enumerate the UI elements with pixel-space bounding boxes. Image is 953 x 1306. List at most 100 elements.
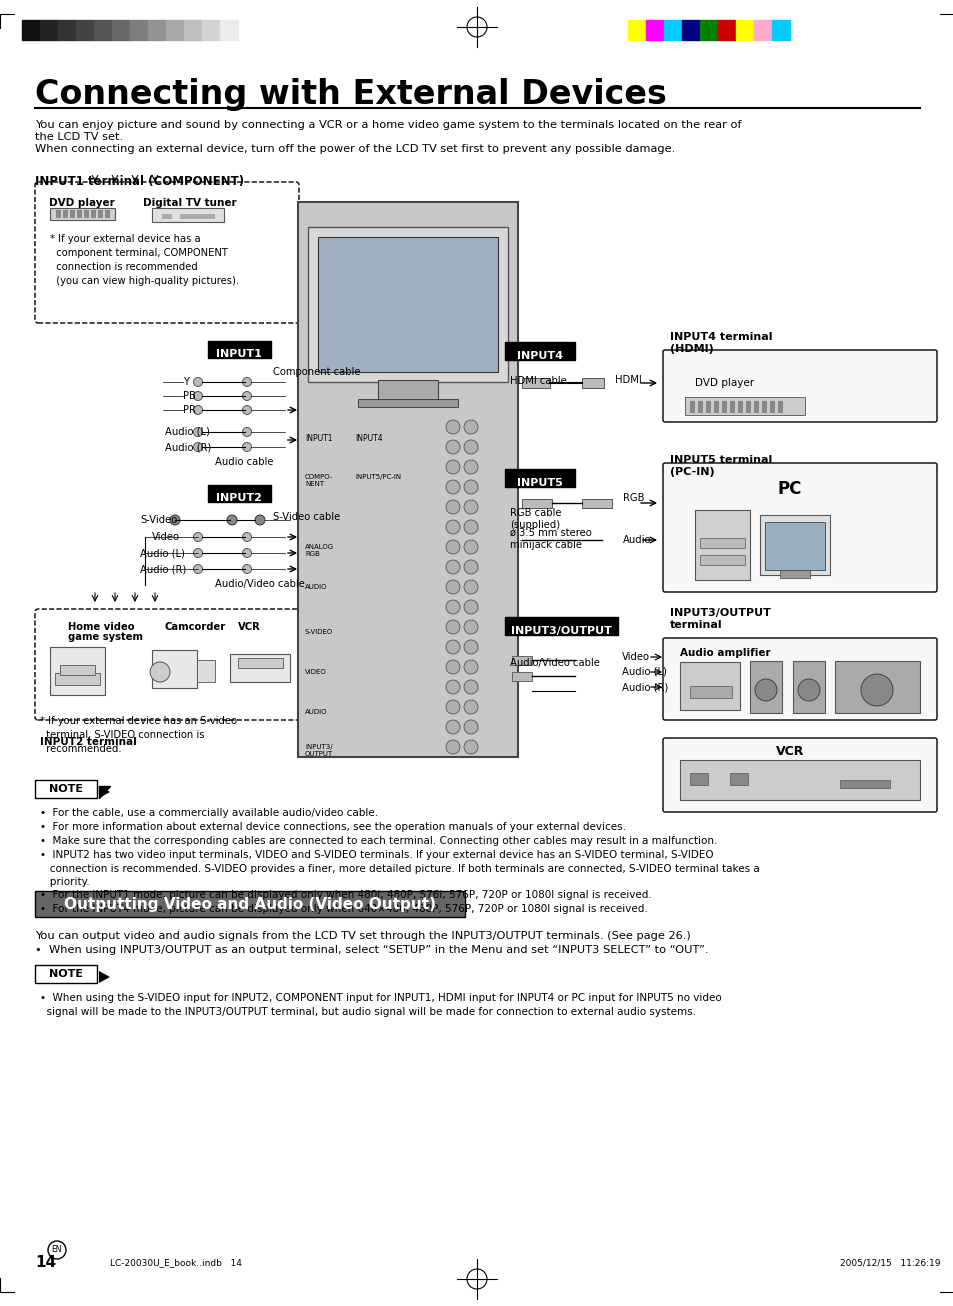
Circle shape	[754, 679, 776, 701]
Bar	[581, 499, 612, 508]
Bar	[749, 661, 781, 713]
Circle shape	[193, 392, 202, 401]
Circle shape	[150, 662, 170, 682]
Bar	[700, 555, 744, 565]
Circle shape	[446, 599, 459, 614]
Circle shape	[170, 515, 180, 525]
Circle shape	[446, 620, 459, 633]
Bar	[689, 401, 695, 413]
Circle shape	[463, 440, 477, 454]
Circle shape	[48, 1241, 66, 1259]
Text: INPUT1: INPUT1	[215, 349, 262, 359]
Text: Home video: Home video	[68, 622, 134, 632]
Circle shape	[242, 533, 252, 542]
Text: Audio (R): Audio (R)	[165, 441, 211, 452]
Bar	[58, 20, 76, 40]
Text: VCR: VCR	[775, 744, 803, 757]
Circle shape	[242, 564, 252, 573]
Circle shape	[242, 549, 252, 558]
Bar	[220, 20, 237, 40]
Circle shape	[446, 520, 459, 534]
Text: INPUT3/OUTPUT: INPUT3/OUTPUT	[510, 626, 611, 636]
Text: 2005/12/15   11:26:19: 2005/12/15 11:26:19	[840, 1258, 940, 1267]
Bar	[196, 660, 214, 682]
Bar	[512, 673, 532, 680]
Bar	[721, 401, 726, 413]
Circle shape	[463, 481, 477, 494]
Circle shape	[446, 460, 459, 474]
Bar	[760, 515, 829, 575]
Circle shape	[254, 515, 265, 525]
Circle shape	[463, 500, 477, 515]
FancyBboxPatch shape	[662, 350, 936, 422]
Text: COMPO-
NENT: COMPO- NENT	[305, 474, 333, 487]
Text: INPUT4: INPUT4	[355, 434, 382, 443]
Bar	[512, 656, 532, 665]
Circle shape	[193, 564, 202, 573]
FancyBboxPatch shape	[662, 738, 936, 812]
Circle shape	[193, 405, 202, 414]
Circle shape	[463, 421, 477, 434]
Bar	[695, 511, 749, 580]
Bar	[761, 401, 766, 413]
Text: PC: PC	[777, 481, 801, 498]
Bar	[679, 760, 919, 801]
Bar	[237, 658, 283, 667]
Text: EN: EN	[51, 1246, 62, 1255]
Text: ø 3.5 mm stereo
minijack cable: ø 3.5 mm stereo minijack cable	[510, 528, 591, 550]
Text: •  When using the S-VIDEO input for INPUT2, COMPONENT input for INPUT1, HDMI inp: • When using the S-VIDEO input for INPUT…	[40, 993, 721, 1016]
Text: Component cable: Component cable	[273, 367, 360, 377]
Circle shape	[446, 440, 459, 454]
Bar	[504, 469, 575, 487]
Text: INPUT3/
OUTPUT: INPUT3/ OUTPUT	[305, 744, 333, 757]
Bar	[184, 20, 202, 40]
Circle shape	[446, 741, 459, 754]
Text: RGB: RGB	[622, 492, 644, 503]
Text: •  For more information about external device connections, see the operation man: • For more information about external de…	[40, 821, 625, 832]
Text: INPUT2 terminal: INPUT2 terminal	[40, 737, 136, 747]
Text: the LCD TV set.: the LCD TV set.	[35, 132, 123, 142]
Circle shape	[463, 720, 477, 734]
Text: Audio/Video cable: Audio/Video cable	[214, 579, 305, 589]
Text: Audio cable: Audio cable	[214, 457, 274, 468]
Text: Digital TV tuner: Digital TV tuner	[143, 199, 236, 208]
Text: 14: 14	[35, 1255, 56, 1269]
Bar	[357, 400, 457, 407]
Bar	[297, 202, 517, 757]
Text: Camcorder: Camcorder	[165, 622, 226, 632]
Bar	[208, 341, 271, 358]
Circle shape	[242, 427, 252, 436]
Bar	[713, 401, 719, 413]
Text: INPUT4 terminal
(HDMI): INPUT4 terminal (HDMI)	[669, 332, 772, 354]
Bar	[684, 397, 804, 415]
Bar	[91, 210, 96, 218]
Circle shape	[446, 720, 459, 734]
Bar	[50, 646, 105, 695]
Text: Audio (R): Audio (R)	[140, 564, 186, 575]
Bar	[681, 20, 700, 40]
Bar	[780, 569, 809, 579]
Bar	[504, 616, 618, 635]
Text: VCR: VCR	[237, 622, 260, 632]
Circle shape	[463, 539, 477, 554]
Bar	[521, 377, 550, 388]
Text: When connecting an external device, turn off the power of the LCD TV set first t: When connecting an external device, turn…	[35, 144, 675, 154]
Bar	[60, 665, 95, 675]
Text: LC-20030U_E_book..indb   14: LC-20030U_E_book..indb 14	[110, 1258, 242, 1267]
Circle shape	[446, 421, 459, 434]
FancyBboxPatch shape	[35, 609, 301, 720]
Circle shape	[227, 515, 236, 525]
FancyBboxPatch shape	[662, 464, 936, 592]
Text: •  For the cable, use a commercially available audio/video cable.: • For the cable, use a commercially avai…	[40, 808, 377, 818]
Bar	[700, 538, 744, 549]
Text: S-Video cable: S-Video cable	[273, 512, 340, 522]
Circle shape	[446, 640, 459, 654]
Bar	[729, 773, 747, 785]
Text: •  For the INPUT4 mode, picture can be displayed only when 640×480, 480P, 576P, : • For the INPUT4 mode, picture can be di…	[40, 904, 647, 914]
Bar	[834, 661, 919, 713]
Bar	[77, 210, 82, 218]
Bar	[105, 210, 110, 218]
Bar	[55, 673, 100, 686]
Text: •  When using INPUT3/OUTPUT as an output terminal, select “SETUP” in the Menu an: • When using INPUT3/OUTPUT as an output …	[35, 946, 708, 955]
Text: VIDEO: VIDEO	[305, 669, 327, 675]
